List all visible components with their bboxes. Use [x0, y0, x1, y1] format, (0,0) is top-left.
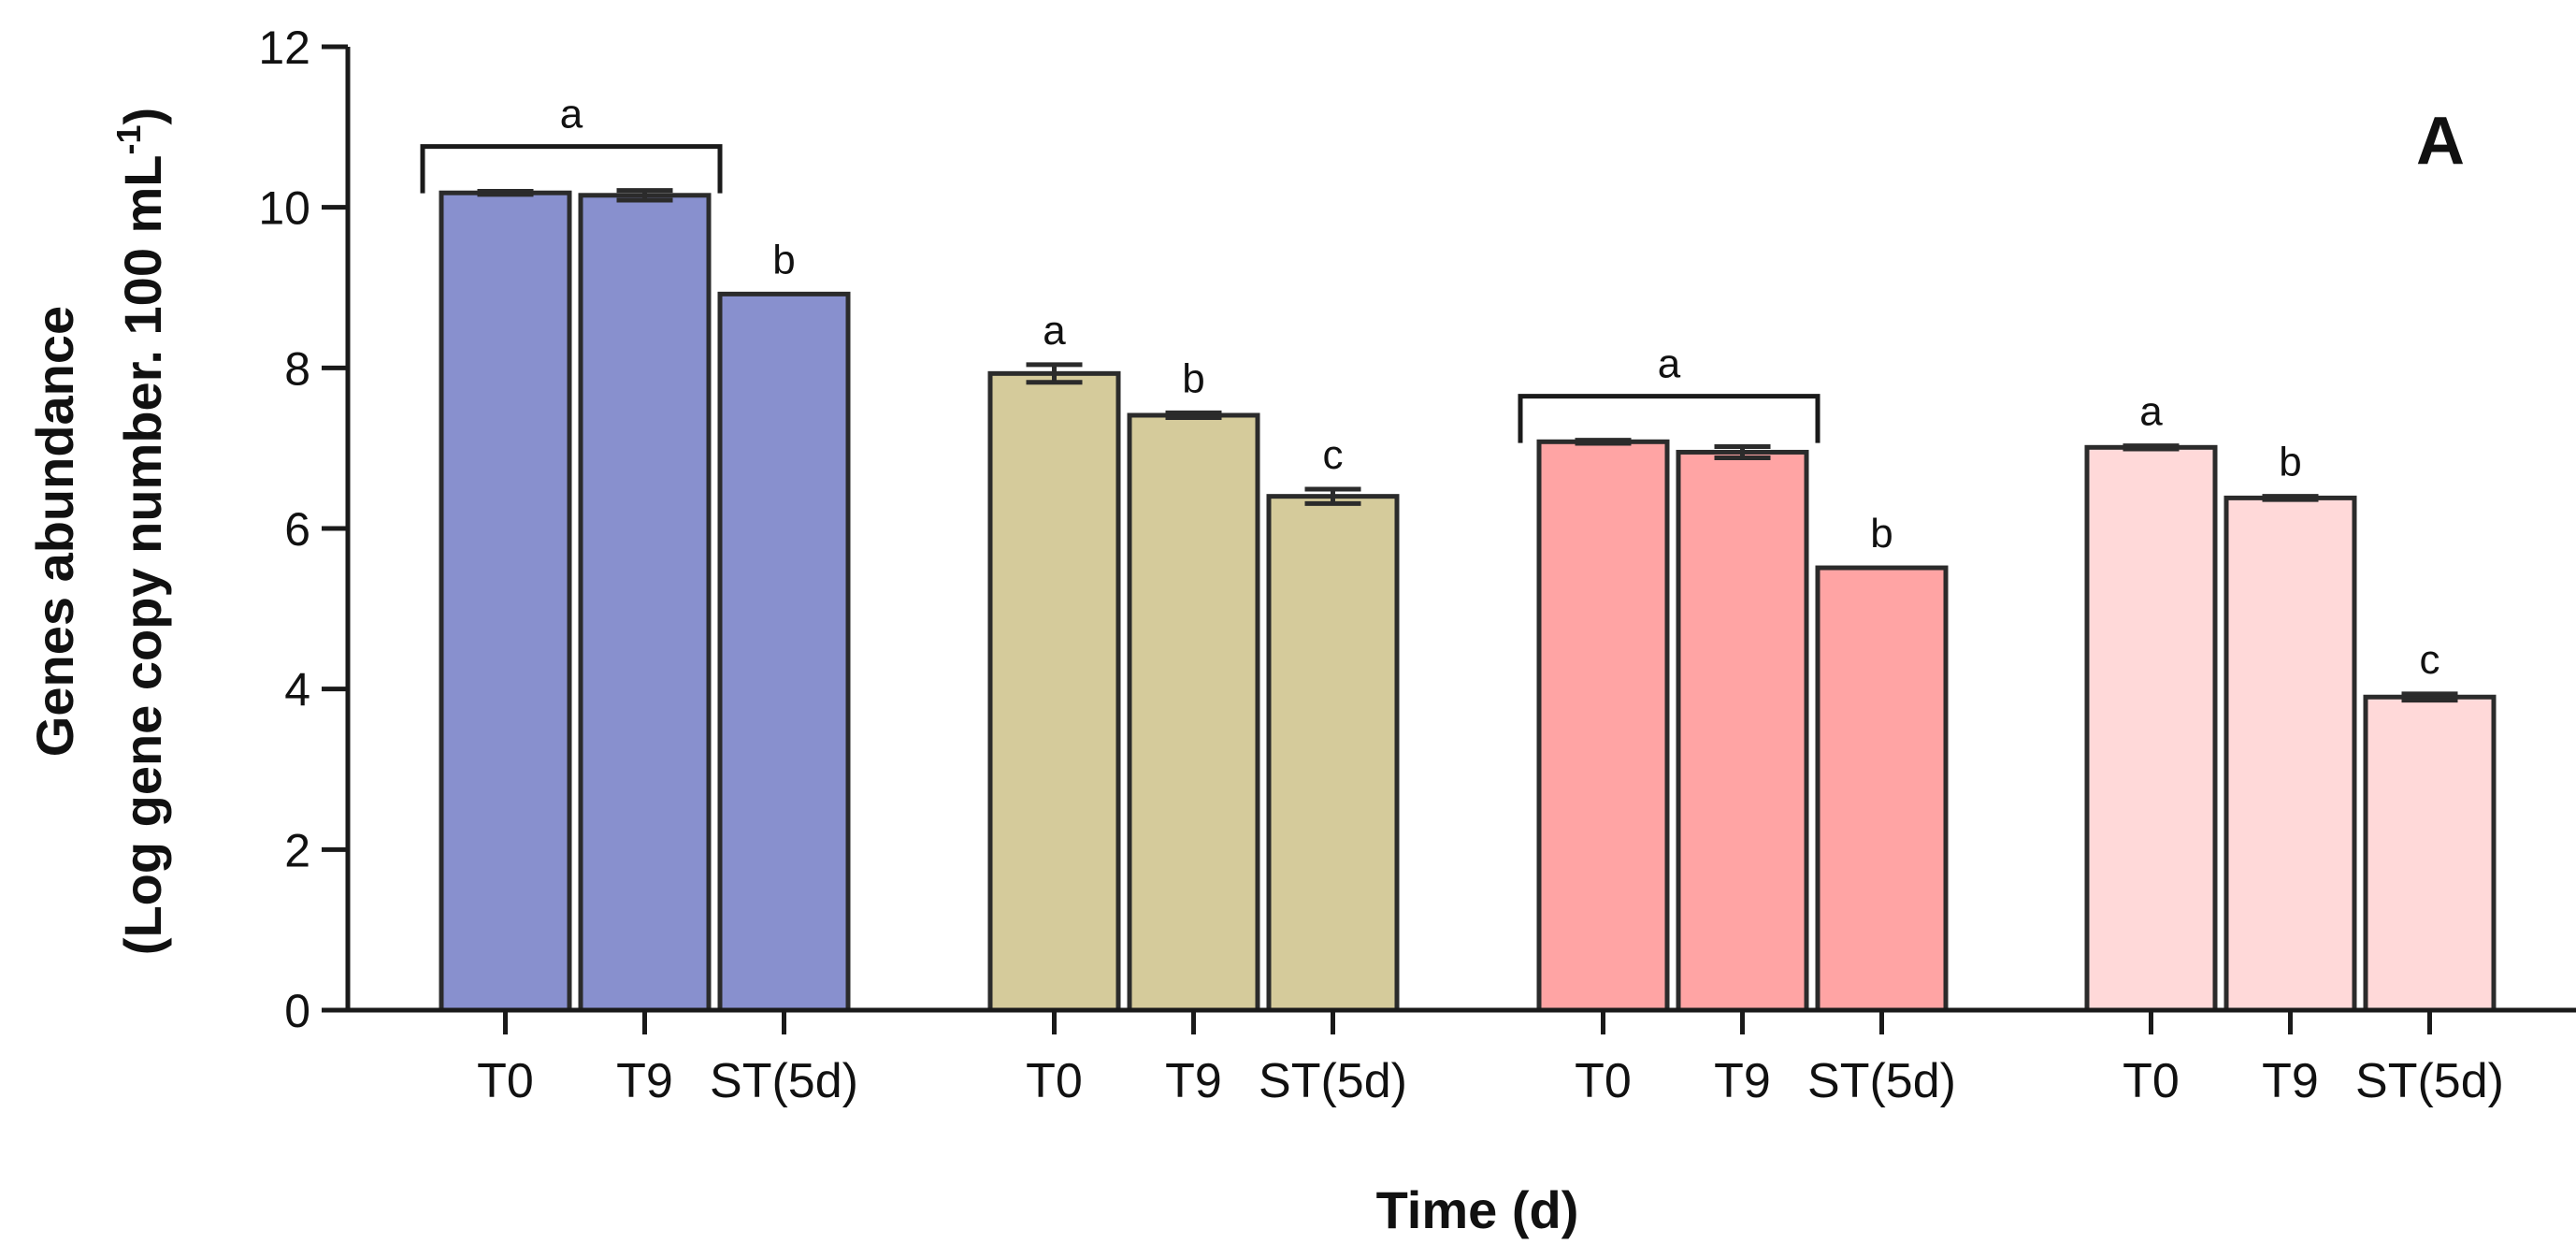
bar: [439, 190, 572, 1013]
y-tick-label: 12: [258, 22, 310, 74]
significance-letter: b: [772, 237, 795, 282]
significance-letter: c: [2420, 637, 2440, 683]
x-axis-title: Time (d): [1376, 1180, 1579, 1239]
significance-letter: b: [1182, 355, 1204, 401]
x-ticks: T0 T9 ST(5d) T0 T9 ST(5d) T0 T9 ST(5d) T0 T9 ST(5d): [477, 1010, 2504, 1108]
x-tick-label: T0: [1026, 1054, 1083, 1108]
x-tick-label: T9: [1165, 1054, 1222, 1108]
significance-letter: c: [1323, 432, 1344, 478]
y-axis-title-end: ): [113, 108, 172, 125]
significance-letter: a: [560, 92, 583, 137]
x-tick-label: T0: [1575, 1054, 1632, 1108]
bar: [1815, 565, 1949, 1013]
y-tick-label: 0: [284, 985, 310, 1037]
x-tick-label: T9: [1714, 1054, 1771, 1108]
bar: [2084, 444, 2218, 1013]
significance-letter: b: [2279, 440, 2301, 485]
y-tick-label: 10: [258, 182, 310, 235]
bar: [2363, 694, 2497, 1013]
x-tick-label: T0: [477, 1054, 534, 1108]
significance-letter: a: [1043, 308, 1066, 354]
bar: [717, 291, 851, 1013]
significance-letter: a: [2139, 389, 2163, 435]
y-tick-label: 6: [284, 503, 310, 556]
y-axis-title-superscript: -1: [109, 124, 148, 154]
significance-annotations: b a a b c b a a b c: [420, 92, 2440, 683]
x-tick-label: T9: [616, 1054, 673, 1108]
bar: [1536, 439, 1670, 1013]
y-tick-label: 2: [284, 824, 310, 876]
bar: [2223, 495, 2357, 1013]
bar: [1676, 449, 1809, 1013]
x-tick-label: ST(5d): [1807, 1054, 1956, 1108]
bars-layer: [439, 188, 2497, 1013]
y-tick-label: 8: [284, 342, 310, 395]
bar: [1266, 494, 1400, 1013]
significance-letter: a: [1658, 341, 1681, 387]
bar: [1127, 412, 1260, 1013]
x-tick-label: ST(5d): [710, 1054, 858, 1108]
significance-bracket: [1518, 394, 1820, 443]
bar: [578, 193, 712, 1013]
significance-letter: b: [1870, 511, 1892, 557]
x-tick-label: ST(5d): [1259, 1054, 1407, 1108]
bar: [987, 370, 1121, 1013]
y-axis-title-line1: Genes abundance: [25, 306, 84, 757]
x-tick-label: T0: [2123, 1054, 2180, 1108]
panel-label: A: [2416, 104, 2465, 179]
x-tick-label: ST(5d): [2355, 1054, 2504, 1108]
significance-bracket: [420, 144, 723, 194]
y-axis-title-main: (Log gene copy number. 100 mL: [113, 154, 172, 955]
x-tick-label: T9: [2262, 1054, 2319, 1108]
y-ticks: 0 2 4 6 8 10 12: [258, 22, 348, 1037]
y-tick-label: 4: [284, 664, 310, 716]
y-axis-title-line2: (Log gene copy number. 100 mL-1): [109, 108, 172, 955]
